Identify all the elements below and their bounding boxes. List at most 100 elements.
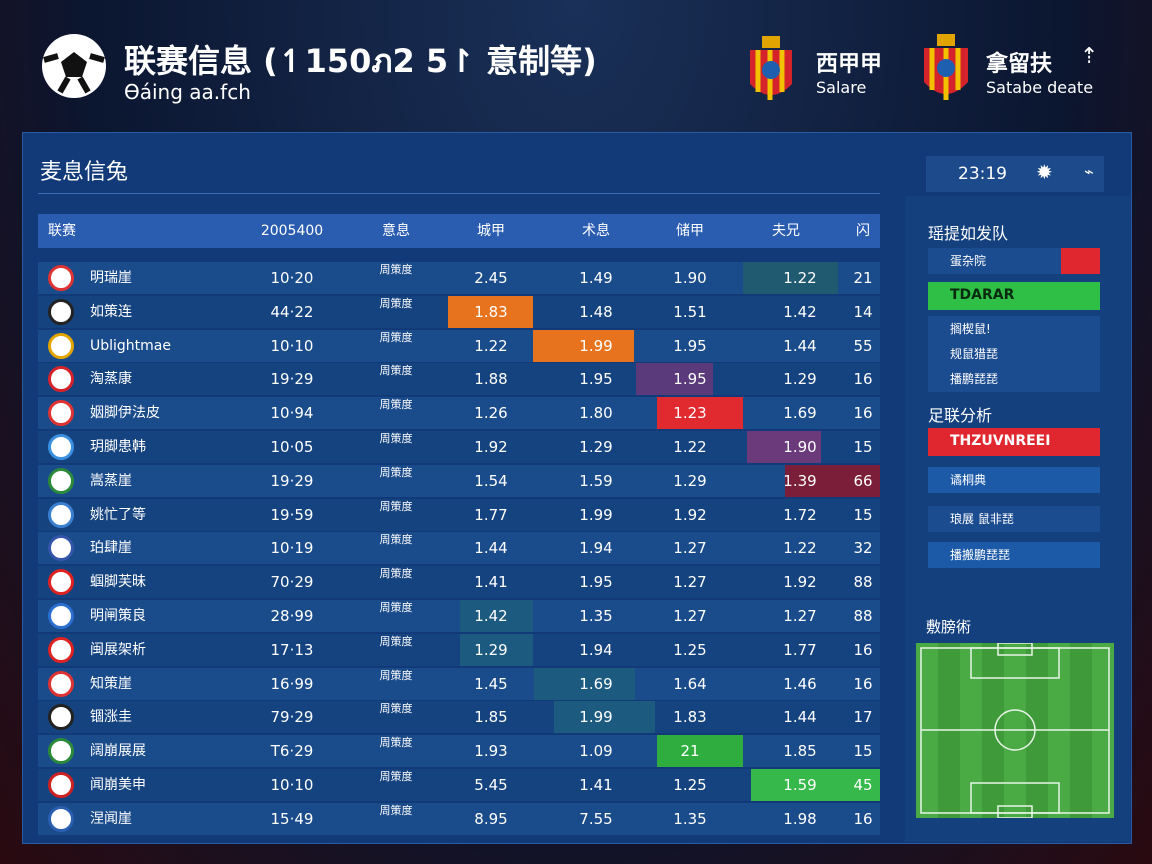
sidebar-item[interactable]: THZUVNREEI [928, 428, 1100, 456]
table-row[interactable]: 珀肆崖 10·19 周策度 1.44 1.94 1.27 1.22 32 [38, 532, 880, 565]
column-header: 储甲 [676, 223, 704, 239]
team-icon [48, 603, 74, 629]
table-row[interactable]: 淘蒸康 19·29 周策度 1.88 1.95 1.95 1.29 16 [38, 363, 880, 396]
odds-value: 1.99 [579, 505, 613, 524]
table-row[interactable]: 嵩蒸崖 19·29 周策度 1.54 1.59 1.29 1.39 66 [38, 464, 880, 497]
match-time: 10·10 [270, 776, 314, 794]
odds-value: 1.93 [474, 742, 508, 761]
arrow-marker [538, 701, 554, 733]
table-row[interactable]: 如策连 44·22 周策度 1.83 1.48 1.51 1.42 14 [38, 295, 880, 328]
odds-value: 88 [853, 573, 873, 592]
table-row[interactable]: 锢涨圭 79·29 周策度 1.85 1.99 1.83 1.44 17 [38, 701, 880, 734]
team-icon [48, 805, 74, 832]
table-header [38, 214, 880, 248]
arrow-marker [538, 532, 554, 564]
odds-value: 1.90 [783, 438, 817, 456]
team-name: 涅闻崖 [90, 810, 132, 827]
team-name: 知策崖 [90, 675, 132, 692]
arrow-marker [748, 668, 764, 700]
table-row[interactable]: 明瑞崖 10·20 周策度 2.45 1.49 1.90 1.22 21 [38, 262, 880, 294]
team-icon [48, 569, 74, 596]
panel-title: 麦息信兔 [40, 160, 129, 185]
odds-value: 1.83 [673, 708, 707, 727]
odds-value: 16 [853, 674, 873, 693]
team-name: Ublightmae [90, 337, 171, 354]
arrow-marker [538, 296, 554, 328]
table-row[interactable]: 闽展架析 17·13 周策度 1.29 1.94 1.25 1.77 16 [38, 633, 880, 666]
team-icon [48, 772, 74, 798]
odds-value: 1.27 [783, 607, 817, 625]
sidebar-item[interactable]: 规鼠猎琵 [928, 341, 1100, 367]
arrow-marker [748, 735, 764, 767]
team-name: 姻脚伊法皮 [90, 405, 160, 422]
league-label: 周策度 [379, 803, 413, 817]
cell-highlight [785, 464, 880, 497]
odds-value: 1.64 [673, 674, 707, 693]
cell-highlight [460, 633, 533, 666]
table-row[interactable]: 蝈脚芙昧 70·29 周策度 1.41 1.95 1.27 1.92 88 [38, 566, 880, 599]
sidebar-item[interactable]: TDARAR [928, 282, 1100, 310]
settings-icon[interactable]: ✹ [1036, 160, 1053, 184]
odds-value: 1.51 [673, 302, 707, 321]
time-box [926, 156, 1104, 192]
odds-value: 1.98 [783, 809, 817, 828]
table-row[interactable]: Ublightmae 10·10 周策度 1.22 1.99 1.95 1.44 55 [38, 329, 880, 362]
arrow-marker [748, 330, 764, 362]
up-icon[interactable]: ⇡ [1080, 44, 1099, 69]
odds-value: 15 [853, 505, 873, 524]
table-row[interactable]: 明闸策良 28·99 周策度 1.42 1.35 1.27 1.27 88 [38, 600, 880, 632]
menu-icon[interactable]: ⌁ [1084, 162, 1094, 181]
column-header: 夫兄 [772, 223, 800, 239]
odds-value: 1.94 [579, 539, 613, 558]
arrow-marker [538, 499, 554, 531]
match-time: T6·29 [270, 742, 314, 761]
sidebar-item[interactable]: 搁楔鼠! [928, 316, 1100, 342]
table-row[interactable]: 姻脚伊法皮 10·94 周策度 1.26 1.80 1.23 1.69 16 [38, 397, 880, 430]
odds-value: 5.45 [474, 776, 508, 794]
odds-value: 1.69 [783, 404, 817, 423]
team-name: 蝈脚芙昧 [90, 574, 146, 591]
action-button[interactable] [1061, 248, 1100, 274]
odds-value: 21 [680, 742, 700, 761]
odds-value: 1.95 [673, 370, 707, 389]
section-title: 敷膀術 [926, 618, 972, 636]
cell-highlight [448, 295, 533, 328]
odds-value: 1.59 [579, 471, 613, 490]
table-row[interactable]: 闻崩美申 10·10 周策度 5.45 1.41 1.25 1.59 45 [38, 769, 880, 801]
match-time: 79·29 [270, 708, 314, 727]
column-header: 城甲 [477, 223, 505, 239]
sidebar-item[interactable]: 播鹏琵琵 [928, 366, 1100, 392]
arrow-marker [638, 330, 654, 362]
sidebar-item[interactable]: 琅展 鼠非琵 [928, 506, 1100, 532]
odds-value: 16 [853, 370, 873, 389]
arrow-marker [638, 262, 654, 294]
table-row[interactable]: 阔崩展展 T6·29 周策度 1.93 1.09 21 1.85 15 [38, 735, 880, 768]
odds-value: 1.23 [673, 404, 707, 423]
arrow-marker [538, 600, 554, 632]
arrow-marker [638, 532, 654, 564]
ball-logo [42, 34, 106, 98]
match-time: 19·29 [270, 471, 314, 490]
league-label: 周策度 [379, 601, 413, 614]
sidebar-item[interactable]: 播搬鹏琵琵 [928, 542, 1100, 568]
sidebar-item[interactable]: 谲桐典 [928, 467, 1100, 493]
table-row[interactable]: 玥脚患韩 10·05 周策度 1.92 1.29 1.22 1.90 15 [38, 431, 880, 463]
team-name: 明闸策良 [90, 608, 146, 624]
divider [38, 193, 880, 194]
odds-value: 15 [853, 438, 873, 456]
odds-value: 1.09 [579, 742, 613, 761]
table-row[interactable]: 涅闻崖 15·49 周策度 8.95 7.55 1.35 1.98 16 [38, 802, 880, 835]
match-time: 44·22 [270, 302, 314, 321]
arrow-marker [538, 803, 554, 835]
odds-value: 1.83 [474, 302, 508, 321]
odds-value: 1.22 [783, 539, 817, 558]
odds-value: 1.99 [579, 336, 613, 355]
arrow-marker [748, 769, 764, 801]
table-row[interactable]: 姚忙了等 19·59 周策度 1.77 1.99 1.92 1.72 15 [38, 498, 880, 531]
team-icon [48, 467, 74, 494]
arrow-marker [538, 566, 554, 598]
table-row[interactable]: 知策崖 16·99 周策度 1.45 1.69 1.64 1.46 16 [38, 667, 880, 700]
app-subtitle: Ɵáing aa.fch [124, 80, 251, 104]
odds-value: 1.44 [474, 539, 508, 558]
